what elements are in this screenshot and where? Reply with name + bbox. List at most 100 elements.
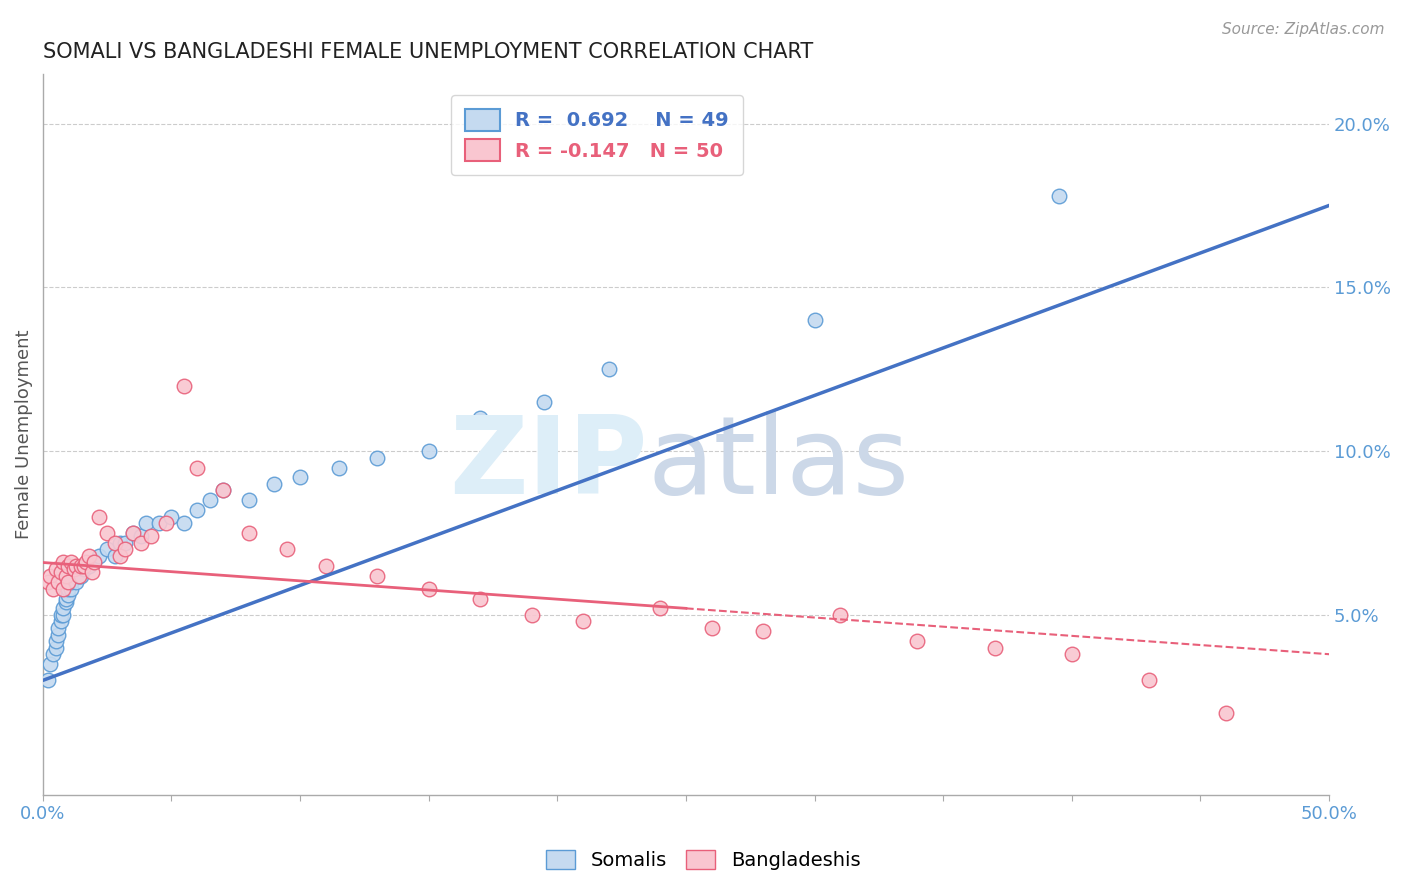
Point [1137, 673, 1160, 688]
Point [96, 526, 118, 541]
Point [83, 556, 105, 570]
Point [45, 562, 67, 576]
Point [37, 673, 59, 688]
Point [96, 542, 118, 557]
Text: atlas: atlas [647, 410, 910, 516]
Point [46, 621, 69, 635]
Point [129, 536, 152, 550]
Point [121, 526, 143, 541]
Point [42, 582, 65, 596]
Point [139, 529, 162, 543]
Point [155, 516, 177, 531]
Point [62, 568, 84, 582]
Point [1215, 706, 1237, 721]
Point [73, 562, 96, 576]
Text: SOMALI VS BANGLADESHI FEMALE UNEMPLOYMENT CORRELATION CHART: SOMALI VS BANGLADESHI FEMALE UNEMPLOYMEN… [42, 42, 813, 62]
Text: ZIP: ZIP [449, 410, 647, 516]
Point [830, 607, 852, 622]
Point [49, 566, 72, 580]
Point [52, 607, 75, 622]
Point [135, 516, 157, 531]
Point [121, 526, 143, 541]
Point [67, 568, 90, 582]
Point [1060, 647, 1083, 661]
Point [80, 566, 103, 580]
Point [58, 588, 80, 602]
Point [55, 591, 77, 606]
Point [67, 568, 90, 582]
Point [60, 575, 83, 590]
Point [129, 529, 152, 543]
Text: Source: ZipAtlas.com: Source: ZipAtlas.com [1222, 22, 1385, 37]
Point [70, 568, 93, 582]
Point [58, 558, 80, 573]
Point [572, 615, 595, 629]
Point [315, 558, 337, 573]
Point [366, 450, 388, 465]
Point [211, 483, 233, 498]
Point [62, 562, 84, 576]
Point [65, 575, 87, 590]
Point [73, 558, 96, 573]
Point [58, 582, 80, 596]
Point [148, 516, 170, 531]
Point [803, 313, 825, 327]
Point [60, 556, 83, 570]
Point [49, 615, 72, 629]
Point [418, 444, 440, 458]
Point [49, 607, 72, 622]
Point [45, 634, 67, 648]
Point [173, 516, 195, 531]
Point [76, 556, 98, 570]
Point [418, 582, 440, 596]
Point [520, 607, 543, 622]
Y-axis label: Female Unemployment: Female Unemployment [15, 330, 32, 540]
Point [198, 493, 221, 508]
Point [58, 575, 80, 590]
Point [533, 395, 555, 409]
Point [263, 476, 285, 491]
Point [211, 483, 233, 498]
Point [39, 568, 62, 582]
Point [45, 640, 67, 655]
Point [907, 634, 929, 648]
Point [238, 526, 260, 541]
Point [46, 575, 69, 590]
Point [55, 595, 77, 609]
Point [108, 536, 131, 550]
Point [108, 549, 131, 563]
Point [468, 411, 491, 425]
Point [52, 601, 75, 615]
Point [700, 621, 723, 635]
Point [39, 657, 62, 671]
Point [77, 549, 100, 563]
Point [104, 549, 127, 563]
Point [238, 493, 260, 508]
Point [983, 640, 1005, 655]
Point [114, 542, 136, 557]
Point [60, 582, 83, 596]
Point [468, 591, 491, 606]
Point [70, 558, 93, 573]
Point [114, 536, 136, 550]
Point [366, 568, 388, 582]
Point [52, 556, 75, 570]
Point [89, 549, 111, 563]
Point [173, 378, 195, 392]
Legend: Somalis, Bangladeshis: Somalis, Bangladeshis [538, 842, 868, 878]
Point [160, 509, 183, 524]
Point [37, 575, 59, 590]
Legend: R =  0.692    N = 49, R = -0.147   N = 50: R = 0.692 N = 49, R = -0.147 N = 50 [451, 95, 742, 175]
Point [1047, 188, 1070, 202]
Point [650, 601, 672, 615]
Point [104, 536, 127, 550]
Point [598, 362, 620, 376]
Point [328, 460, 350, 475]
Point [276, 542, 298, 557]
Point [83, 556, 105, 570]
Point [288, 470, 311, 484]
Point [186, 460, 208, 475]
Point [89, 509, 111, 524]
Point [65, 558, 87, 573]
Point [42, 647, 65, 661]
